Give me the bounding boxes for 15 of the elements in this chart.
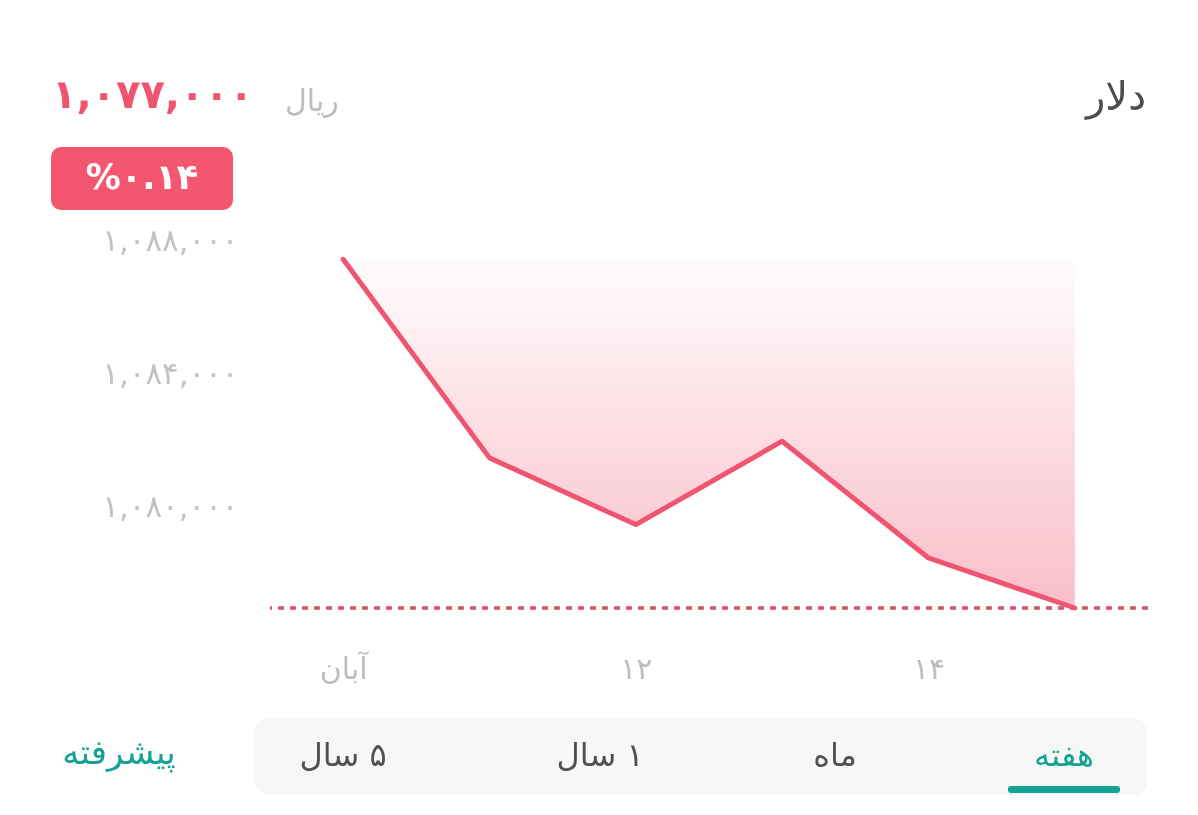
text: %۰.۱۴ xyxy=(85,156,199,200)
chart-subtitle: ۱,۰۷۷,۰۰۰ xyxy=(52,70,254,119)
x-tick-label: ۱۲ xyxy=(620,650,653,686)
x-tick-label: آبان xyxy=(319,650,370,686)
text: ماه xyxy=(813,735,857,775)
text: هفته xyxy=(1034,735,1094,775)
y-tick-label: ۱,۰۸۴,۰۰۰ xyxy=(102,354,239,391)
x-tick-label: ۱۴ xyxy=(912,650,946,686)
y-tick-label: ۱,۰۸۸,۰۰۰ xyxy=(102,221,239,258)
text: ۱ سال xyxy=(556,735,644,775)
text: پیشرفته xyxy=(62,730,176,774)
chart-title: دلار xyxy=(1086,72,1146,121)
text: ۵ سال xyxy=(299,735,387,775)
y-tick-label: ۱,۰۸۰,۰۰۰ xyxy=(102,488,239,525)
text: ریال xyxy=(285,82,339,120)
